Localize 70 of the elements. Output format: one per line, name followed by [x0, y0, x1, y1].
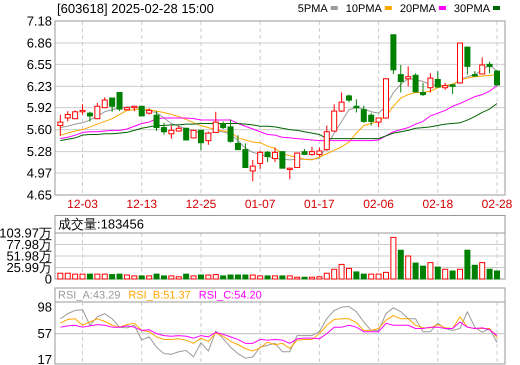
y-tick-label: 17: [38, 352, 52, 365]
chart-title: [603618] 2025-02-28 15:00: [57, 1, 214, 16]
candlestick: [138, 106, 145, 116]
y-tick-label: 5.60: [26, 122, 52, 138]
y-tick-label: 98: [38, 300, 52, 315]
candlestick: [279, 151, 286, 169]
text: RSI_B:51.37: [128, 290, 191, 302]
bar: [138, 275, 145, 280]
legend-label: 30PMA: [454, 3, 491, 15]
x-tick-label: 01-07: [244, 197, 276, 211]
x-tick-label: 12-13: [126, 197, 158, 211]
y-tick-label: 103.97万: [0, 226, 52, 240]
candlestick: [353, 98, 360, 113]
y-tick-label: 7.18: [26, 14, 52, 28]
bar: [434, 266, 441, 280]
bar: [405, 255, 412, 280]
bar: [457, 268, 463, 280]
series-label: RSI_A:43.29: [58, 290, 120, 302]
y-tick-label: 5.92: [26, 100, 52, 116]
x-tick-label: 12-25: [186, 197, 217, 211]
x-tick-label: 02-06: [363, 197, 394, 211]
candlestick: [198, 130, 204, 151]
bar: [198, 274, 204, 280]
x-tick-label: 01-17: [304, 197, 336, 211]
bar: [86, 274, 93, 280]
x-tick-label: 12-03: [67, 197, 98, 211]
candlestick: [494, 69, 500, 86]
candlestick: [250, 159, 256, 182]
candlestick: [479, 56, 486, 74]
legend-label: 10PMA: [346, 3, 382, 15]
x-tick-label: 02-18: [422, 197, 454, 211]
y-tick-label: 4.97: [26, 165, 52, 180]
text: RSI_C:54.20: [198, 290, 262, 302]
bar: [479, 262, 486, 280]
bar: [279, 275, 286, 280]
candlestick: [486, 61, 493, 74]
bar: [146, 275, 152, 280]
y-tick-label: 5.28: [26, 144, 52, 160]
candlestick: [272, 147, 278, 162]
candlestick: [86, 111, 93, 122]
bar: [190, 275, 197, 280]
candlestick: [183, 127, 190, 140]
candlestick: [434, 70, 441, 88]
candlestick: [405, 66, 412, 87]
candlestick: [257, 150, 264, 170]
candlestick: [264, 150, 271, 162]
candlestick: [464, 46, 470, 76]
legend-label: 5PMA: [298, 3, 328, 15]
candlestick: [450, 83, 456, 94]
bar: [183, 274, 190, 280]
candlestick: [57, 114, 64, 136]
candlestick: [427, 72, 434, 94]
text: 成交量:183456: [58, 216, 144, 232]
y-tick-label: 6.55: [26, 56, 52, 72]
candlestick: [398, 64, 404, 94]
line-series: [60, 322, 498, 344]
bar: [442, 268, 448, 280]
line-series: [60, 306, 498, 359]
bar: [272, 275, 278, 280]
x-tick-label: 02-28: [482, 197, 513, 211]
bar: [264, 275, 271, 280]
y-tick-label: 6.23: [26, 78, 52, 94]
y-tick-label: 4.65: [26, 188, 52, 202]
y-tick-label: 57: [38, 326, 52, 342]
bar: [427, 262, 434, 280]
bar: [398, 250, 404, 280]
y-tick-label: 6.86: [26, 36, 52, 51]
legend-label: 20PMA: [400, 3, 437, 15]
bar: [450, 270, 456, 280]
line-series: [60, 315, 498, 352]
